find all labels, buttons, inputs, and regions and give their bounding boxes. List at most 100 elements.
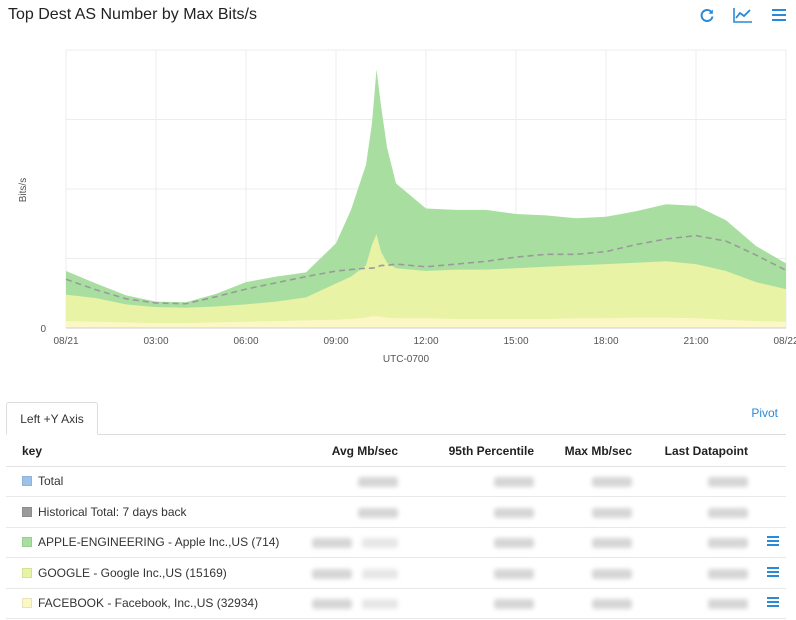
x-axis-label: UTC-0700 <box>383 354 430 365</box>
row-menu-cell <box>760 496 786 528</box>
table-row[interactable]: FACEBOOK - Facebook, Inc.,US (32934) <box>6 588 786 619</box>
series-area <box>66 69 786 328</box>
series-area <box>66 234 786 328</box>
redacted-value <box>362 538 398 549</box>
row-menu-cell <box>760 466 786 497</box>
last-cell <box>644 496 760 528</box>
chart-title: Top Dest AS Number by Max Bits/s <box>8 6 257 23</box>
max-cell <box>546 496 644 528</box>
redacted-value <box>494 599 534 610</box>
x-tick-label: 06:00 <box>233 336 258 347</box>
table-header-row: key Avg Mb/sec 95th Percentile Max Mb/se… <box>6 436 786 467</box>
redacted-value <box>592 599 632 610</box>
series-swatch <box>22 598 32 609</box>
redacted-value <box>708 538 748 549</box>
col-last[interactable]: Last Datapoint <box>644 436 760 467</box>
tab-left-y-axis[interactable]: Left +Y Axis <box>6 402 98 435</box>
avg-cell <box>306 466 410 497</box>
series-swatch <box>22 476 32 487</box>
p95-cell <box>410 557 546 589</box>
redacted-value <box>362 599 398 610</box>
legend-table: key Avg Mb/sec 95th Percentile Max Mb/se… <box>6 436 786 619</box>
redacted-value <box>362 568 398 579</box>
row-menu-cell <box>760 527 786 558</box>
table-row[interactable]: Total <box>6 466 786 497</box>
key-cell: GOOGLE - Google Inc.,US (15169) <box>6 557 306 589</box>
key-cell: FACEBOOK - Facebook, Inc.,US (32934) <box>6 588 306 619</box>
max-cell <box>546 527 644 558</box>
series-swatch <box>22 537 32 548</box>
table-row[interactable]: Historical Total: 7 days back <box>6 496 786 528</box>
chart-svg: 08/21 03:00 06:00 09:00 12:00 15:00 18:00 21:00… <box>18 49 796 365</box>
p95-cell <box>410 466 546 497</box>
col-95th[interactable]: 95th Percentile <box>410 436 546 467</box>
redacted-value <box>592 568 632 579</box>
key-cell: Historical Total: 7 days back <box>6 496 306 528</box>
menu-icon[interactable] <box>768 4 790 26</box>
series-swatch <box>22 506 32 517</box>
avg-cell <box>306 527 410 558</box>
avg-cell <box>306 557 410 589</box>
x-tick-label: 08/22 <box>773 336 796 347</box>
x-tick-label: 03:00 <box>143 336 168 347</box>
redacted-value <box>592 477 632 488</box>
x-tick-label: 08/21 <box>53 336 78 347</box>
redacted-value <box>708 507 748 518</box>
redacted-value <box>708 568 748 579</box>
chart-header: Top Dest AS Number by Max Bits/s <box>0 0 796 32</box>
redacted-value <box>494 507 534 518</box>
series-swatch <box>22 567 32 578</box>
col-key[interactable]: key <box>6 436 306 467</box>
x-tick-label: 15:00 <box>503 336 528 347</box>
max-cell <box>546 557 644 589</box>
pivot-link[interactable]: Pivot <box>751 406 778 420</box>
redacted-value <box>358 507 398 518</box>
table-row[interactable]: APPLE-ENGINEERING - Apple Inc.,US (714) <box>6 527 786 558</box>
row-menu-icon[interactable] <box>767 535 779 549</box>
line-chart-icon[interactable] <box>732 4 754 26</box>
redacted-value <box>494 568 534 579</box>
row-menu-cell <box>760 588 786 619</box>
last-cell <box>644 466 760 497</box>
x-tick-label: 18:00 <box>593 336 618 347</box>
redacted-value <box>312 568 352 579</box>
avg-cell <box>306 588 410 619</box>
redacted-value <box>312 538 352 549</box>
key-cell: APPLE-ENGINEERING - Apple Inc.,US (714) <box>6 527 306 558</box>
x-tick-label: 12:00 <box>413 336 438 347</box>
row-label: Total <box>38 474 64 489</box>
x-tick-label: 21:00 <box>683 336 708 347</box>
redacted-value <box>592 538 632 549</box>
chart-toolbar <box>696 4 790 26</box>
redacted-value <box>708 477 748 488</box>
row-menu-icon[interactable] <box>767 566 779 580</box>
last-cell <box>644 588 760 619</box>
y-tick-label: 0 <box>40 324 46 335</box>
table-tabs: Left +Y Axis Pivot <box>6 402 786 435</box>
y-axis-label: Bits/s <box>18 178 29 202</box>
table-row[interactable]: GOOGLE - Google Inc.,US (15169) <box>6 557 786 589</box>
last-cell <box>644 557 760 589</box>
col-menu <box>760 436 786 467</box>
series-area <box>66 316 786 328</box>
redacted-value <box>494 538 534 549</box>
row-menu-cell <box>760 557 786 589</box>
avg-cell <box>306 496 410 528</box>
historical-line <box>65 234 787 305</box>
col-max[interactable]: Max Mb/sec <box>546 436 644 467</box>
max-cell <box>546 588 644 619</box>
row-label: GOOGLE - Google Inc.,US (15169) <box>38 565 227 580</box>
row-label: FACEBOOK - Facebook, Inc.,US (32934) <box>38 596 259 611</box>
redacted-value <box>358 477 398 488</box>
last-cell <box>644 527 760 558</box>
max-cell <box>546 466 644 497</box>
row-menu-icon[interactable] <box>767 596 779 610</box>
col-avg[interactable]: Avg Mb/sec <box>306 436 410 467</box>
p95-cell <box>410 527 546 558</box>
row-label: APPLE-ENGINEERING - Apple Inc.,US (714) <box>38 535 280 550</box>
redacted-value <box>708 599 748 610</box>
redacted-value <box>592 507 632 518</box>
refresh-icon[interactable] <box>696 4 718 26</box>
area-chart: 08/21 03:00 06:00 09:00 12:00 15:00 18:00 21:00… <box>0 40 796 370</box>
redacted-value <box>312 599 352 610</box>
